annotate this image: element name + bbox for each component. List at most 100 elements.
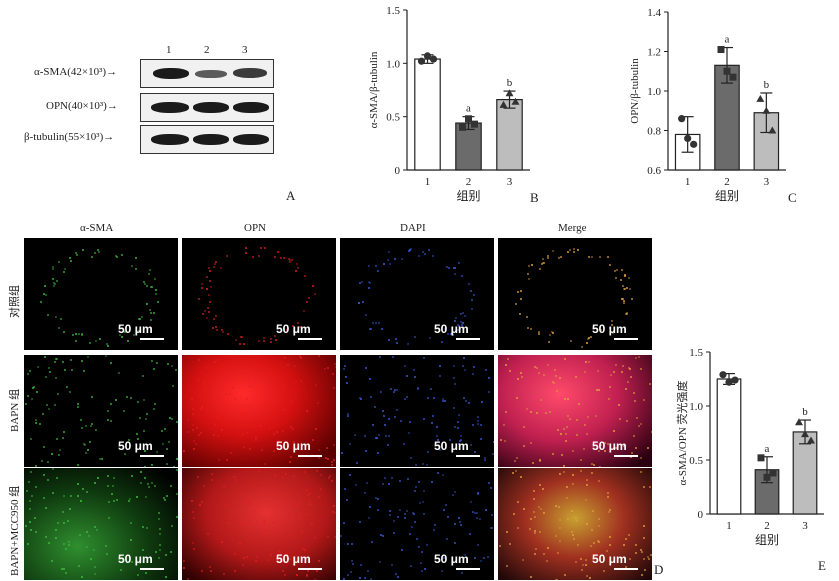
fluorescence-speck [628, 287, 631, 290]
fluorescence-speck [241, 564, 244, 567]
fluorescence-speck [216, 395, 219, 398]
fluorescence-speck [282, 408, 285, 411]
fluorescence-speck [130, 561, 133, 564]
fluorescence-speck [51, 492, 54, 495]
fluorescence-speck [276, 522, 279, 525]
fluorescence-speck [453, 266, 456, 269]
fluorescence-speck [182, 559, 185, 562]
fluorescence-speck [227, 521, 230, 524]
fluorescence-speck [607, 256, 610, 259]
fluorescence-speck [378, 434, 381, 437]
fluorescence-speck [80, 427, 83, 430]
fluorescence-speck [288, 461, 291, 464]
fluorescence-speck [591, 463, 594, 466]
fluorescence-speck [576, 519, 579, 522]
fluorescence-speck [169, 416, 172, 419]
fluorescence-speck [596, 388, 599, 391]
fluorescence-speck [470, 307, 473, 310]
blot-band [193, 102, 229, 113]
fluorescence-speck [120, 336, 123, 339]
fluorescence-speck [45, 507, 48, 510]
fluorescence-speck [144, 465, 147, 467]
fluorescence-speck [453, 406, 456, 409]
fluorescence-speck [551, 453, 554, 456]
fluorescence-speck [390, 387, 393, 390]
blot-band [195, 70, 227, 78]
fluorescence-speck [39, 423, 42, 426]
fluorescence-speck [140, 481, 143, 484]
fluorescence-speck [76, 495, 79, 498]
fluorescence-speck [385, 434, 388, 437]
fluorescence-speck [273, 487, 276, 490]
fluorescence-speck [514, 460, 517, 463]
fluorescence-speck [419, 502, 422, 505]
fluorescence-speck [367, 287, 370, 290]
fluorescence-speck [392, 356, 394, 359]
fluorescence-speck [327, 536, 330, 539]
micrograph-merge-row-3: 50 μm [498, 468, 652, 580]
fluorescence-speck [430, 480, 433, 483]
fluorescence-speck [377, 269, 380, 272]
fluorescence-speck [340, 534, 343, 537]
fluorescence-speck [216, 416, 219, 419]
fluorescence-speck [577, 248, 580, 251]
fluorescence-speck [333, 387, 336, 390]
fluorescence-speck [316, 470, 319, 473]
fluorescence-speck [634, 543, 637, 546]
fluorescence-speck [324, 456, 327, 459]
fluorescence-speck [647, 447, 650, 450]
fluorescence-speck [408, 431, 411, 434]
micrograph-asma-row-2: 50 μm [24, 355, 178, 467]
data-point [678, 115, 686, 123]
fluorescence-speck [126, 340, 129, 343]
fluorescence-speck [533, 516, 536, 519]
scale-bar-line [298, 568, 322, 570]
fluorescence-speck [643, 568, 646, 571]
fluorescence-speck [565, 486, 568, 489]
fluorescence-speck [473, 451, 476, 454]
fluorescence-speck [639, 457, 642, 460]
fluorescence-speck [427, 450, 430, 453]
fluorescence-speck [612, 370, 615, 373]
fluorescence-speck [556, 389, 559, 392]
fluorescence-speck [217, 458, 220, 461]
fluorescence-speck [627, 381, 630, 384]
fluorescence-speck [435, 434, 438, 437]
fluorescence-speck [141, 374, 144, 377]
fluorescence-speck [588, 255, 591, 258]
fluorescence-speck [71, 369, 74, 372]
fluorescence-speck [432, 254, 435, 257]
y-axis-label: OPN/β-tubulin [629, 58, 641, 124]
fluorescence-speck [62, 511, 65, 514]
significance-label: b [764, 79, 770, 91]
fluorescence-speck [105, 355, 108, 358]
fluorescence-speck [625, 286, 628, 289]
fluorescence-speck [54, 376, 57, 379]
fluorescence-speck [318, 559, 321, 562]
fluorescence-speck [609, 535, 612, 538]
fluorescence-speck [364, 450, 367, 453]
micro-column-header-asma: α-SMA [80, 222, 114, 234]
fluorescence-speck [371, 424, 374, 427]
fluorescence-speck [648, 383, 651, 386]
fluorescence-speck [249, 386, 252, 389]
fluorescence-speck [269, 553, 272, 556]
fluorescence-speck [602, 570, 605, 573]
fluorescence-speck [214, 360, 217, 363]
fluorescence-speck [167, 363, 170, 366]
fluorescence-speck [81, 576, 84, 579]
fluorescence-speck [473, 511, 476, 514]
fluorescence-speck [172, 466, 175, 467]
fluorescence-speck [342, 521, 345, 524]
fluorescence-speck [447, 332, 450, 335]
fluorescence-speck [109, 403, 112, 406]
fluorescence-speck [369, 578, 372, 580]
fluorescence-speck [288, 557, 291, 560]
fluorescence-speck [303, 309, 306, 312]
fluorescence-speck [52, 278, 55, 281]
fluorescence-speck [624, 387, 627, 390]
fluorescence-speck [317, 401, 320, 404]
scale-bar: 50 μm [276, 439, 322, 457]
fluorescence-speck [626, 420, 629, 423]
fluorescence-speck [531, 461, 534, 464]
